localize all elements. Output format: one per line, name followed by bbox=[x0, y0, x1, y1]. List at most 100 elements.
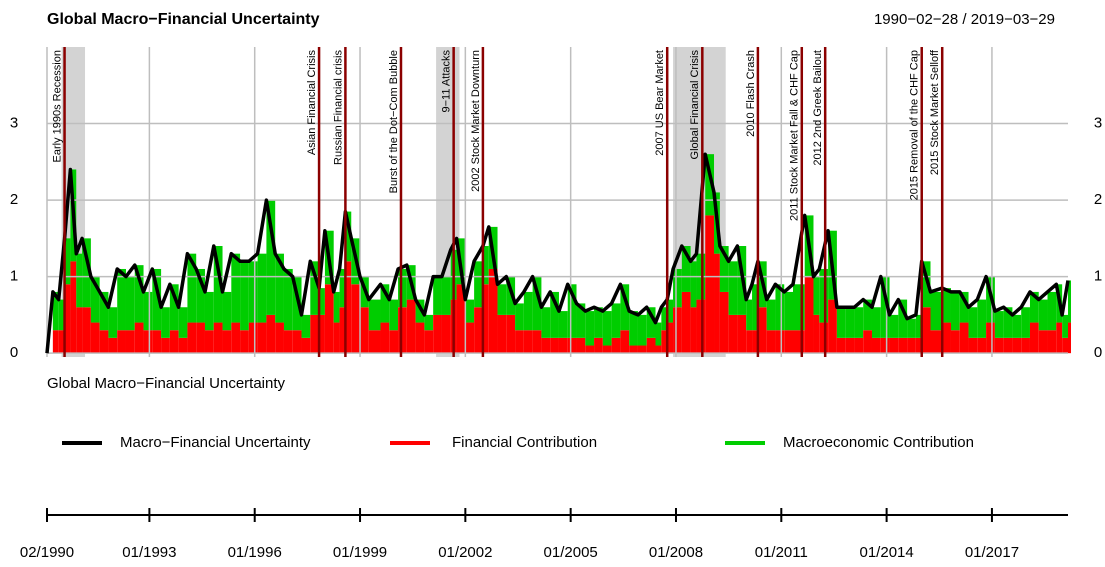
macro-bar bbox=[257, 253, 267, 323]
macro-bar bbox=[523, 291, 533, 331]
financial-bar bbox=[655, 345, 662, 354]
financial-bar bbox=[667, 322, 674, 354]
financial-bar bbox=[333, 322, 340, 354]
macro-bar bbox=[319, 288, 325, 315]
macro-bar bbox=[380, 284, 390, 323]
macro-bar bbox=[134, 265, 144, 323]
financial-bar bbox=[1062, 337, 1068, 354]
macro-bar bbox=[266, 200, 276, 315]
financial-bar bbox=[813, 314, 820, 354]
macro-bar bbox=[915, 314, 922, 338]
financial-bar bbox=[134, 322, 144, 354]
y-tick-label-right: 2 bbox=[1094, 191, 1102, 208]
event-label: Early 1990s Recession bbox=[51, 50, 63, 163]
macro-bar bbox=[204, 291, 214, 331]
uncertainty-line bbox=[45, 152, 1070, 354]
macro-bar bbox=[673, 268, 682, 308]
financial-bar bbox=[204, 330, 214, 354]
financial-bar bbox=[58, 330, 65, 354]
macro-bar bbox=[1038, 299, 1048, 331]
macro-bar bbox=[1003, 307, 1013, 338]
financial-bar bbox=[76, 307, 83, 354]
financial-bar bbox=[793, 330, 805, 354]
financial-bar bbox=[968, 337, 978, 354]
macro-bar bbox=[567, 284, 577, 338]
financial-bar bbox=[550, 337, 559, 354]
financial-bar bbox=[456, 284, 466, 354]
macro-bar bbox=[813, 276, 820, 315]
financial-bar bbox=[950, 330, 960, 354]
financial-bar bbox=[488, 268, 498, 354]
financial-bar bbox=[714, 253, 720, 354]
macro-bar bbox=[1062, 314, 1068, 338]
macro-bar bbox=[655, 322, 662, 346]
financial-bar bbox=[1056, 322, 1063, 354]
financial-bar bbox=[345, 261, 352, 354]
financial-bar bbox=[602, 345, 612, 354]
financial-bar bbox=[784, 330, 794, 354]
y-tick-label: 1 bbox=[10, 268, 18, 285]
macro-bar bbox=[441, 276, 451, 315]
macro-bar bbox=[275, 253, 284, 323]
event-label: Burst of the Dot−Com Bubble bbox=[388, 50, 400, 193]
event-label: 2007 US Bear Market bbox=[654, 50, 666, 156]
financial-bar bbox=[187, 322, 197, 354]
financial-bar bbox=[52, 330, 59, 354]
financial-bar bbox=[775, 330, 785, 354]
y-tick-label-right: 0 bbox=[1094, 344, 1102, 361]
financial-bar bbox=[275, 322, 284, 354]
financial-bar bbox=[930, 330, 943, 354]
event-label: Asian Financial Crisis bbox=[306, 50, 318, 156]
macro-bar bbox=[152, 268, 162, 331]
financial-bar bbox=[567, 337, 577, 354]
x-tick-label: 01/1999 bbox=[333, 544, 387, 561]
macro-bar bbox=[415, 299, 425, 323]
financial-bar bbox=[921, 307, 931, 354]
financial-bar bbox=[415, 322, 425, 354]
macro-bar bbox=[977, 299, 987, 338]
financial-bar bbox=[196, 322, 205, 354]
financial-bar bbox=[690, 307, 697, 354]
macro-bar bbox=[76, 253, 83, 308]
macro-bar bbox=[942, 288, 951, 323]
macro-bar bbox=[515, 303, 524, 331]
y-tick-label: 3 bbox=[10, 115, 18, 132]
macro-bar bbox=[959, 291, 969, 323]
financial-bar bbox=[942, 322, 951, 354]
macro-bar bbox=[629, 311, 638, 346]
financial-bar bbox=[1012, 337, 1022, 354]
macro-bar bbox=[907, 318, 916, 338]
financial-bar bbox=[506, 314, 516, 354]
macro-bar bbox=[474, 261, 483, 308]
financial-bar bbox=[266, 314, 276, 354]
event-label: 9−11 Attacks bbox=[441, 50, 453, 113]
financial-bar bbox=[368, 330, 381, 354]
macro-bar bbox=[719, 246, 729, 292]
financial-bar bbox=[585, 345, 595, 354]
financial-bar bbox=[594, 337, 603, 354]
macro-bar bbox=[637, 314, 647, 346]
financial-bar bbox=[339, 307, 346, 354]
macro-bar bbox=[968, 307, 978, 338]
financial-bar bbox=[959, 322, 969, 354]
financial-bar bbox=[1068, 322, 1071, 354]
y-tick-label-right: 3 bbox=[1094, 115, 1102, 132]
financial-bar bbox=[863, 330, 872, 354]
financial-bar bbox=[292, 330, 302, 354]
labels-layer: 0 0 1 1 2 2 3 3 02/1990 01/1993 01/1996 01/1999 01/2… bbox=[10, 115, 1102, 561]
financial-bar bbox=[324, 284, 334, 354]
x-tick-label: 01/2002 bbox=[438, 544, 492, 561]
macro-bar bbox=[125, 276, 135, 331]
financial-bar bbox=[310, 314, 320, 354]
macro-bar bbox=[793, 284, 805, 331]
financial-bar bbox=[248, 322, 258, 354]
y-tick-label-right: 1 bbox=[1094, 268, 1102, 285]
financial-bar bbox=[673, 307, 682, 354]
macro-bar bbox=[950, 291, 960, 331]
macro-bar bbox=[681, 246, 691, 292]
x-tick-label: 02/1990 bbox=[20, 544, 74, 561]
financial-bar bbox=[231, 322, 241, 354]
macro-bar bbox=[482, 246, 489, 285]
financial-bar bbox=[424, 330, 434, 354]
bars-layer bbox=[52, 154, 1071, 354]
